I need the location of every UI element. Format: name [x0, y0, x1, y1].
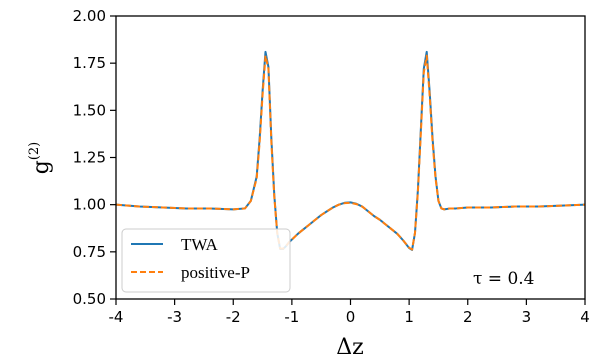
ticks-layer: -4 -3 -2 -1 0 1 2 3 4 0.50 0.75 1.00 1.25 1.50 1.75 2.0…: [73, 7, 590, 326]
x-tick-label: -3: [167, 308, 182, 326]
series-layer: [115, 50, 586, 251]
y-tick-label: 2.00: [73, 7, 106, 25]
x-tick-label: 1: [404, 308, 414, 326]
x-tick-label: 2: [463, 308, 473, 326]
x-tick-label: 0: [346, 308, 356, 326]
legend: TWA positive-P: [121, 228, 291, 293]
tau-annotation: τ = 0.4: [473, 269, 535, 289]
x-tick-label: -1: [284, 308, 299, 326]
legend-label-twa: TWA: [181, 235, 219, 254]
legend-box: [121, 228, 291, 293]
x-tick-label: -2: [226, 308, 241, 326]
x-tick-label: -4: [109, 308, 124, 326]
x-axis-label-delta: Δz: [336, 335, 363, 360]
y-tick-label: 1.75: [73, 54, 106, 72]
y-tick-label: 1.00: [73, 196, 106, 214]
y-tick-label: 0.50: [73, 290, 106, 308]
y-tick-label: 1.50: [73, 101, 106, 119]
x-tick-label: 4: [580, 308, 590, 326]
x-axis-label: Δz: [336, 335, 363, 360]
plot-frame: [115, 15, 586, 300]
legend-label-positive-p: positive-P: [181, 263, 250, 282]
x-tick-label: 3: [522, 308, 532, 326]
series-line-positive-p: [115, 54, 586, 251]
y-tick-label: 0.75: [73, 243, 106, 261]
y-tick-label: 1.25: [73, 149, 106, 167]
